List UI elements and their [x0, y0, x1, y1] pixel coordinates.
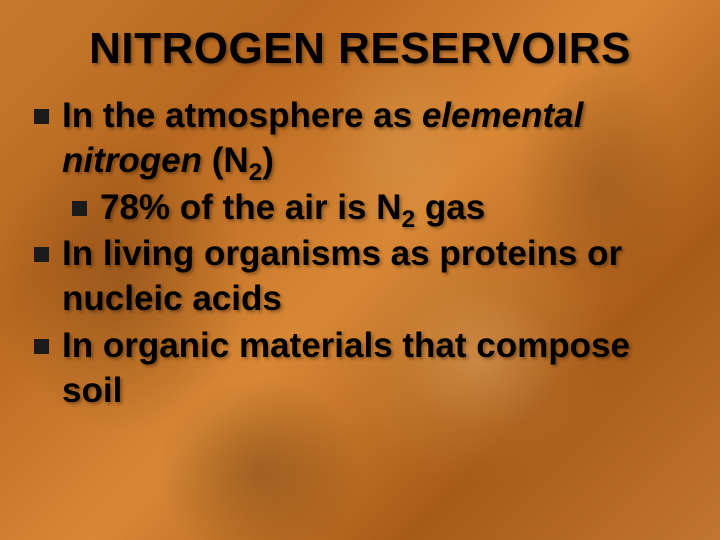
bullet-level-2: 78% of the air is N2 gas [34, 186, 686, 231]
bullet-text: 78% of the air is N2 gas [100, 188, 485, 227]
bullet-square-icon [34, 109, 49, 124]
bullet-square-icon [72, 201, 87, 216]
bullet-level-1: In living organisms as proteins or nucle… [34, 232, 686, 322]
bullet-level-1: In the atmosphere as elemental nitrogen … [34, 94, 686, 184]
bullet-text: In the atmosphere as elemental nitrogen … [62, 96, 583, 180]
bullet-text: In organic materials that compose soil [62, 326, 630, 410]
bullet-square-icon [34, 339, 49, 354]
bullet-text: In living organisms as proteins or nucle… [62, 234, 622, 318]
bullet-level-1: In organic materials that compose soil [34, 324, 686, 414]
slide: NITROGEN RESERVOIRS In the atmosphere as… [0, 0, 720, 540]
bullet-square-icon [34, 247, 49, 262]
slide-body: In the atmosphere as elemental nitrogen … [34, 94, 686, 414]
slide-title: NITROGEN RESERVOIRS [34, 24, 686, 74]
